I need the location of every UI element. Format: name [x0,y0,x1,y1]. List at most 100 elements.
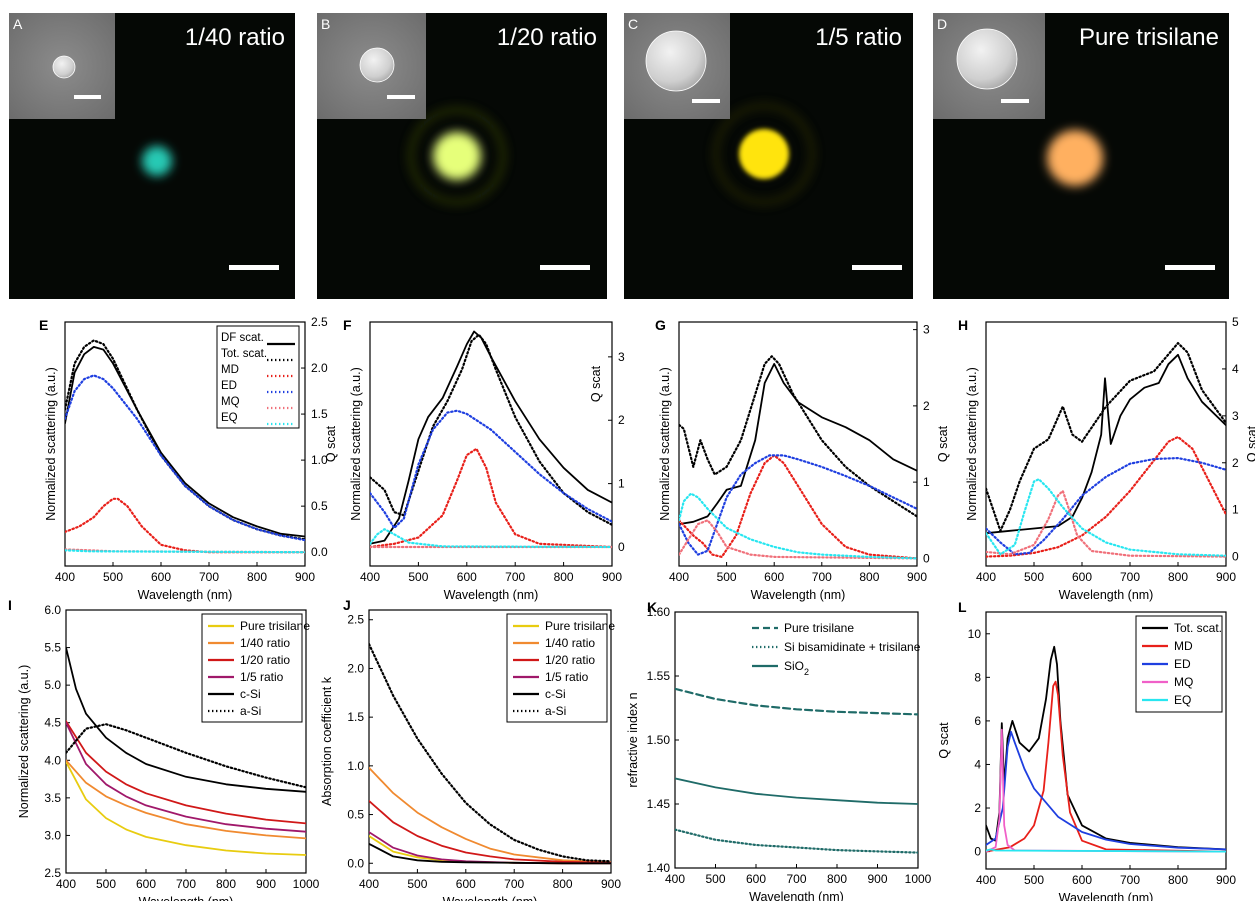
y-tick-label: 2.5 [311,315,328,329]
x-tick-label: 400 [56,877,76,891]
y-tick-label: 0 [974,845,981,859]
series-line-tot-scat- [679,355,917,518]
y-tick-label: 0.5 [347,808,364,822]
legend-label: a-Si [240,704,261,718]
x-tick-label: 700 [1120,570,1140,584]
legend-label: MQ [221,396,240,408]
panel-title: Pure trisilane [1079,24,1219,51]
scale-bar [852,265,902,270]
series-line-1-20-ratio [369,800,611,864]
series-line-df-scat- [679,363,917,525]
sem-particle [645,30,707,92]
chart-panel-h: H 400 500 600 700 800 900 Wavelength (nm) 0 1 2 3 4 5… [958,315,1255,602]
x-tick-label: 800 [554,570,574,584]
y-axis-label: Absorption coefficient k [320,676,334,806]
x-tick-label: 500 [1024,873,1044,887]
y-tick-label: 0.5 [311,499,328,513]
series-line-pure-trisilane [66,760,306,856]
x-tick-label: 600 [456,877,476,891]
y-tick-label: 1 [618,477,625,491]
series-line-md [986,680,1226,853]
x-tick-label: 600 [136,877,156,891]
y2-axis-label: Q scat [324,425,338,462]
series-line-eq [679,492,917,560]
legend-label: EQ [221,412,238,424]
x-tick-label: 400 [359,877,379,891]
x-tick-label: 600 [764,570,784,584]
y-tick-label: 2.5 [347,613,364,627]
plot-frame [985,611,1227,870]
series-line-si-bisamidinate-trisilane [675,828,918,854]
x-tick-label: 800 [553,877,573,891]
legend-label: 1/20 ratio [545,653,595,667]
y-tick-label: 5 [1232,315,1239,329]
y-axis-label: Normalized scattering (a.u.) [349,367,363,521]
y-tick-label: 4 [1232,362,1239,376]
y-tick-label: 3.5 [44,791,61,805]
x-tick-label: 800 [859,570,879,584]
y-tick-label: 2.0 [347,661,364,675]
panel-letter: E [39,317,48,333]
x-tick-label: 700 [812,570,832,584]
y-tick-label: 2 [618,413,625,427]
y-tick-label: 4.5 [44,716,61,730]
x-tick-label: 400 [976,570,996,584]
y-axis-label: Normalized scattering (a.u.) [17,665,31,819]
scattering-spot [142,146,172,176]
chart-panel-k: K 400 500 600 700 800 900 1000 Wavelength (nm) 1.… [626,599,932,901]
y-tick-label: 1.5 [311,407,328,421]
x-tick-label: 900 [907,570,927,584]
x-tick-label: 500 [1024,570,1044,584]
x-tick-label: 800 [247,570,267,584]
legend-label: 1/40 ratio [545,636,595,650]
chart-panel-l: L 400 500 600 700 800 900 Wavelength (nm) 0 2 4 6 8 1… [937,599,1236,901]
series-line-ed [986,730,1226,851]
series-line-sio2 [675,777,918,805]
plot-frame [678,321,918,567]
micrograph-panel-c: C 1/5 ratio [624,13,913,299]
scattering-halo [713,103,815,205]
series-line-eq [370,528,612,549]
legend-label: Pure trisilane [240,619,310,633]
y-tick-label: 3 [618,350,625,364]
x-tick-label: 900 [601,877,621,891]
legend-label: Pure trisilane [784,621,854,635]
x-tick-label: 500 [408,570,428,584]
sem-scale-bar [387,95,415,99]
panel-letter: L [958,599,967,615]
legend: Tot. scat. MD ED MQ EQ [1135,615,1223,713]
series-line-mq [986,489,1226,558]
series-line-1-40-ratio [369,766,611,864]
x-tick-label: 900 [295,570,315,584]
y-tick-label: 3 [1232,409,1239,423]
legend-label: ED [1174,657,1191,671]
y-tick-label: 0 [1232,550,1239,564]
series-line-mq [986,728,1226,853]
x-tick-label: 400 [55,570,75,584]
x-tick-label: 600 [151,570,171,584]
y-tick-label: 3.0 [44,828,61,842]
y-tick-label: 0 [923,551,930,565]
x-axis-label: Wavelength (nm) [138,588,233,602]
series-line-pure-trisilane [675,687,918,716]
series-line-1-5-ratio [66,721,306,833]
y-tick-label: 4 [974,757,981,771]
scale-bar [1165,265,1215,270]
scattering-spot [433,132,481,180]
y-tick-label: 1.55 [647,669,671,683]
legend-label: 1/5 ratio [545,670,589,684]
series-line-ed [679,454,917,556]
series-line-mq [679,519,917,560]
x-axis-label: Wavelength (nm) [139,895,234,901]
chart-panel-e: E 400 500 600 700 800 900 Wavelength (nm) 0.0 0.5… [39,315,338,602]
series-line-1-20-ratio [66,720,306,825]
y-tick-label: 1.0 [347,759,364,773]
panel-letter: G [655,317,666,333]
series-line-md [679,454,917,560]
series-line-df-scat- [986,353,1226,535]
sem-scale-bar [1001,99,1029,103]
x-tick-label: 400 [360,570,380,584]
legend: DF scat. Tot. scat. MD ED MQ EQ [216,325,300,429]
series-line-tot-scat- [370,333,612,526]
y2-axis-label: Q scat [1245,425,1255,462]
